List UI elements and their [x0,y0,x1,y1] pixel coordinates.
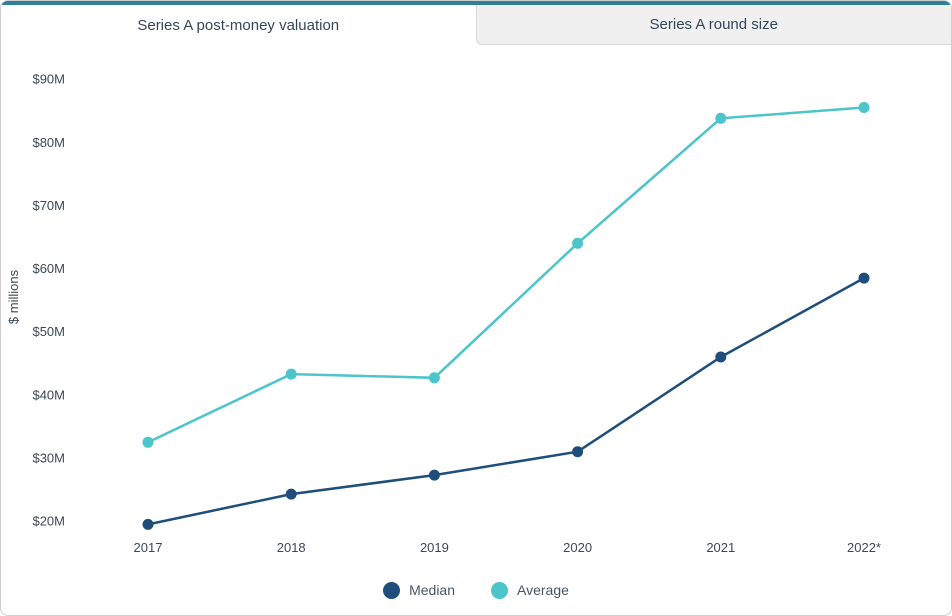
y-tick-label: $30M [32,451,65,466]
data-point-median [572,446,584,458]
legend-label-median: Median [409,582,455,598]
x-tick-label: 2021 [706,540,735,555]
data-point-average [285,368,297,380]
y-tick-label: $50M [32,324,65,339]
line-chart: $ millions $20M$30M$40M$50M$60M$70M$80M$… [6,72,881,555]
tab-label: Series A post-money valuation [137,16,340,34]
average-legend-dot [491,581,508,599]
tab-bar: Series A post-money valuation Series A r… [1,5,951,45]
x-tick-label: 2018 [277,540,306,555]
series-line-average [147,106,865,444]
x-tick-label: 2020 [563,540,592,555]
y-tick-label: $60M [32,261,65,276]
y-tick-label: $90M [32,72,65,87]
data-point-median [428,469,440,481]
data-point-median [142,518,154,530]
data-point-average [572,237,584,249]
x-tick-label: 2019 [420,540,449,555]
data-point-average [715,112,727,124]
y-tick-label: $80M [32,135,65,150]
y-tick-label: $40M [32,387,65,402]
data-point-average [428,372,440,384]
data-point-median [858,272,870,284]
median-legend-dot [383,581,401,599]
legend-item-average: Average [491,581,569,599]
x-tick-label: 2022* [847,540,881,555]
chart-area: $ millions $20M $30M $40M $50M $60M $70M $80M $… [1,45,951,565]
legend-label-average: Average [517,582,569,598]
x-tick-label: 2017 [134,540,163,555]
data-point-average [142,436,154,448]
series-line-median [147,277,865,526]
tab-series-a-post-money-valuation[interactable]: Series A post-money valuation [1,5,476,45]
top-accent-bar [1,1,951,5]
chart-layers: $20M $30M $40M $50M $60M $70M $80M $90M 2017 2018… [32,72,881,555]
tab-label: Series A round size [649,16,778,33]
data-point-median [715,351,727,363]
legend-item-median: Median [383,581,455,599]
y-tick-label: $70M [32,198,65,213]
data-point-median [285,488,297,500]
chart-legend: Median Average [1,565,951,615]
tab-series-a-round-size[interactable]: Series A round size [475,5,951,45]
y-axis-title: $ millions [6,269,21,324]
y-tick-label: $20M [32,514,65,529]
data-point-average [858,102,870,113]
